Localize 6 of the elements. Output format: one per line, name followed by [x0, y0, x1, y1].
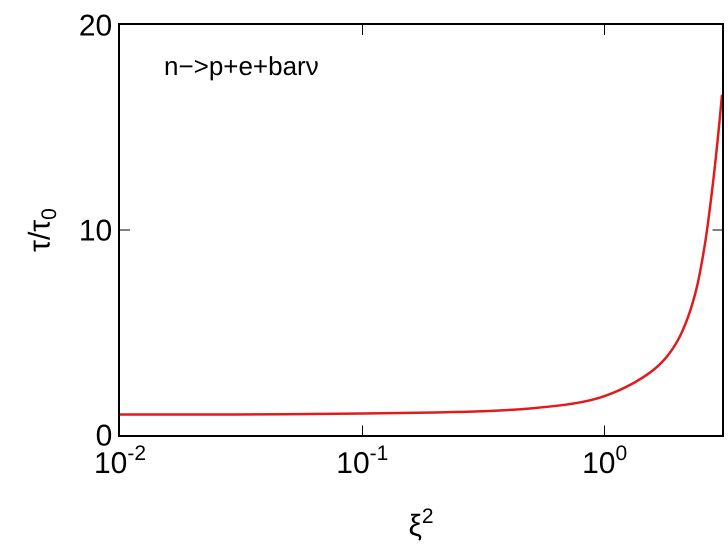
- annotation: n−>p+e+barν: [164, 51, 319, 81]
- x-tick-label: 10$^{0}$: [582, 442, 628, 480]
- y-tick-label: 10: [78, 214, 112, 248]
- x-tick-label: 10$^{-1}$: [336, 442, 388, 480]
- x-axis-title: ξ$^{2}$: [408, 504, 434, 542]
- y-tick-label: 20: [78, 10, 112, 42]
